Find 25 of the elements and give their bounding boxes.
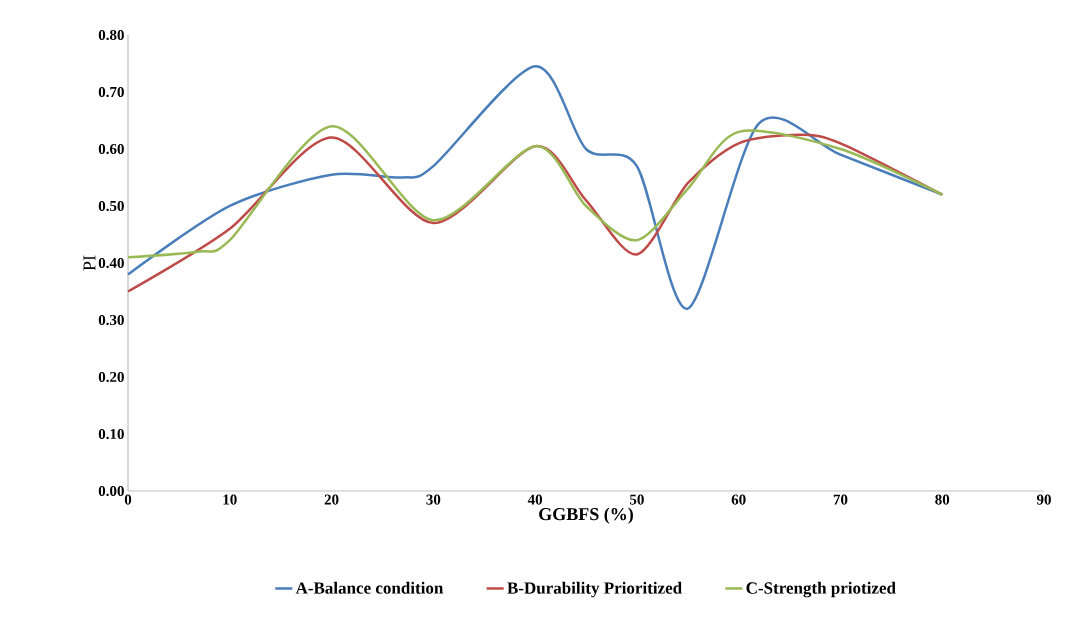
x-tick-label: 30: [426, 494, 441, 505]
x-tick-label: 60: [731, 494, 746, 505]
legend-label: C-Strength priotized: [746, 581, 896, 598]
legend-label: A-Balance condition: [295, 581, 444, 594]
y-tick-label: 0.80: [98, 29, 124, 41]
x-tick-label: 90: [1036, 494, 1051, 505]
y-tick-label: 0.20: [98, 371, 124, 383]
legend-label: B-Durability Prioritized: [507, 581, 682, 598]
x-tick-label: 70: [833, 494, 848, 505]
y-tick-label: 0.50: [98, 200, 124, 212]
line-series: [126, 124, 944, 259]
x-tick-label: 40: [527, 494, 543, 505]
y-tick-label: 0.00: [98, 485, 124, 497]
y-tick-label: 0.70: [98, 86, 124, 98]
x-tick-label: 10: [223, 494, 237, 505]
y-tick-label: 0.10: [98, 428, 124, 440]
y-tick-label: 0.40: [98, 257, 124, 269]
x-tick-label: 80: [935, 494, 950, 505]
x-tick-label: 20: [324, 494, 339, 505]
x-axis-title: GGBFS (%): [539, 507, 633, 524]
y-axis-title: PI: [83, 255, 96, 271]
x-tick-label: 50: [629, 494, 644, 505]
y-tick-label: 0.60: [98, 143, 124, 155]
y-tick-label: 0.30: [98, 314, 124, 326]
x-tick-label: 0: [124, 494, 132, 505]
